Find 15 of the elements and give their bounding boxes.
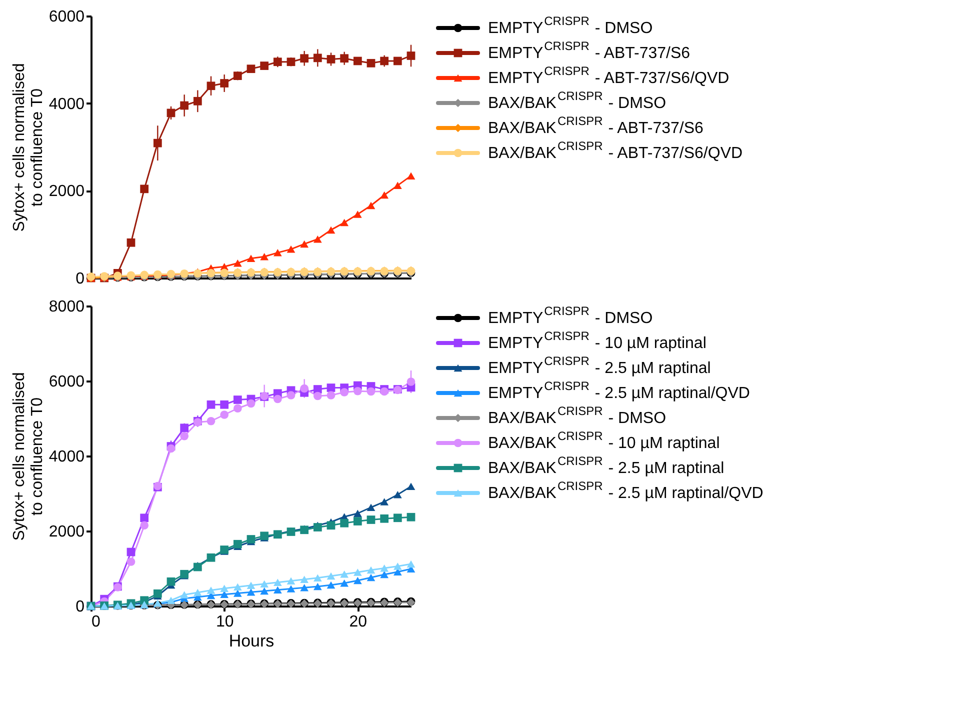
- y-tick-label: 6000: [48, 374, 85, 390]
- y-tick-label: 6000: [48, 8, 85, 26]
- y-axis-title: Sytox+ cells normalised to confluence T0: [10, 63, 46, 232]
- y-axis-title: Sytox+ cells normalised to confluence T0: [10, 372, 46, 541]
- x-axis-title: Hours: [228, 632, 274, 650]
- y-tick-label: 2000: [48, 183, 85, 200]
- x-tick-label: 10: [216, 614, 234, 630]
- y-tick-label: 0: [76, 270, 85, 288]
- y-tick-label: 4000: [48, 448, 85, 466]
- y-tick-label: 8000: [48, 298, 85, 316]
- y-tick-label: 2000: [48, 524, 85, 540]
- y-tick-label: 4000: [48, 96, 85, 113]
- y-tick-label: 0: [76, 598, 85, 616]
- x-tick-label: 0: [92, 614, 100, 630]
- x-tick-label: 20: [349, 614, 368, 630]
